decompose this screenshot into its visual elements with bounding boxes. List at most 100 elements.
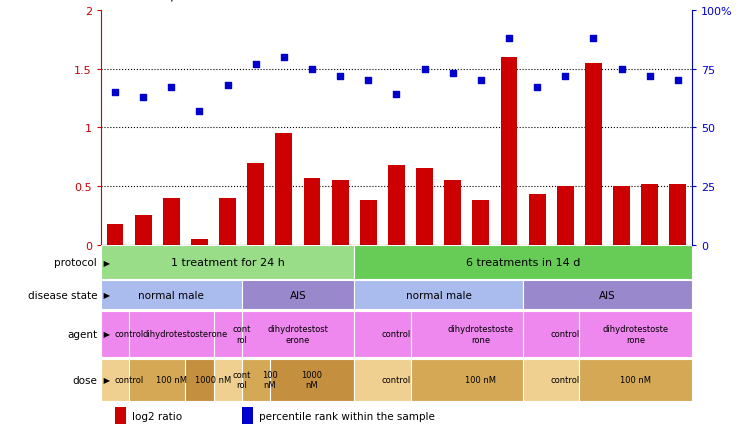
Bar — [270, 359, 355, 401]
Point — [503, 36, 515, 43]
Bar — [641, 184, 658, 245]
Bar — [523, 359, 607, 401]
Text: control: control — [551, 375, 580, 384]
Bar — [580, 311, 692, 357]
Bar — [242, 407, 253, 424]
Point — [194, 108, 206, 115]
Bar — [101, 359, 157, 401]
Bar — [213, 311, 270, 357]
Text: 1000 nM: 1000 nM — [195, 375, 232, 384]
Text: dihydrotestosterone: dihydrotestosterone — [143, 330, 228, 339]
Point — [250, 61, 262, 68]
Text: normal male: normal male — [405, 290, 471, 300]
Bar — [219, 198, 236, 245]
Text: dihydrotestoste
rone: dihydrotestoste rone — [603, 325, 669, 344]
Text: 100
nM: 100 nM — [262, 370, 278, 389]
Text: AIS: AIS — [289, 290, 307, 300]
Bar — [242, 280, 355, 310]
Point — [560, 73, 571, 80]
Point — [221, 82, 233, 89]
Point — [334, 73, 346, 80]
Text: 1000
nM: 1000 nM — [301, 370, 322, 389]
Bar — [101, 246, 355, 279]
Text: dihydrotestoste
rone: dihydrotestoste rone — [448, 325, 514, 344]
Point — [109, 89, 121, 96]
Text: 100 nM: 100 nM — [620, 375, 651, 384]
Point — [419, 66, 431, 73]
Bar — [135, 216, 152, 245]
Text: agent: agent — [67, 329, 97, 339]
Bar — [355, 359, 438, 401]
Text: 6 treatments in 14 d: 6 treatments in 14 d — [466, 258, 580, 267]
Point — [278, 54, 290, 61]
Point — [390, 92, 402, 99]
Bar — [669, 184, 686, 245]
Text: ▶: ▶ — [101, 375, 110, 384]
Text: disease state: disease state — [28, 290, 97, 300]
Text: control: control — [381, 330, 411, 339]
Bar — [388, 165, 405, 245]
Bar — [523, 311, 607, 357]
Text: ▶: ▶ — [101, 330, 110, 339]
Text: control: control — [114, 330, 144, 339]
Text: 1 treatment for 24 h: 1 treatment for 24 h — [171, 258, 284, 267]
Bar — [107, 224, 123, 245]
Text: cont
rol: cont rol — [233, 370, 251, 389]
Point — [531, 85, 543, 92]
Text: protocol: protocol — [55, 258, 97, 267]
Bar — [500, 58, 518, 245]
Point — [137, 94, 149, 101]
Bar — [416, 169, 433, 245]
Bar — [411, 311, 551, 357]
Bar — [580, 359, 692, 401]
Text: control: control — [381, 375, 411, 384]
Text: control: control — [114, 375, 144, 384]
Text: ▶: ▶ — [101, 291, 110, 299]
Text: log2 ratio: log2 ratio — [132, 411, 182, 421]
Bar — [101, 311, 157, 357]
Bar — [213, 359, 270, 401]
Text: control: control — [551, 330, 580, 339]
Text: cont
rol: cont rol — [233, 325, 251, 344]
Bar — [557, 187, 574, 245]
Bar — [163, 198, 180, 245]
Bar — [115, 407, 126, 424]
Bar — [411, 359, 551, 401]
Bar — [355, 280, 523, 310]
Point — [165, 85, 177, 92]
Bar — [304, 178, 320, 245]
Bar — [242, 311, 355, 357]
Bar — [473, 201, 489, 245]
Bar — [101, 280, 242, 310]
Bar — [613, 187, 630, 245]
Text: dihydrotestost
erone: dihydrotestost erone — [268, 325, 328, 344]
Bar — [444, 181, 462, 245]
Bar — [275, 134, 292, 245]
Point — [475, 78, 487, 85]
Text: dose: dose — [73, 375, 97, 385]
Text: ▶: ▶ — [101, 258, 110, 267]
Point — [672, 78, 684, 85]
Bar — [355, 311, 438, 357]
Bar — [585, 63, 602, 245]
Bar — [191, 240, 208, 245]
Bar — [186, 359, 242, 401]
Text: 100 nM: 100 nM — [465, 375, 497, 384]
Point — [616, 66, 628, 73]
Point — [306, 66, 318, 73]
Bar — [242, 359, 298, 401]
Bar — [331, 181, 349, 245]
Point — [644, 73, 656, 80]
Text: AIS: AIS — [599, 290, 616, 300]
Bar — [360, 201, 377, 245]
Text: GDS1836 / 26165: GDS1836 / 26165 — [101, 0, 224, 2]
Bar — [248, 163, 264, 245]
Text: 100 nM: 100 nM — [156, 375, 187, 384]
Text: normal male: normal male — [138, 290, 204, 300]
Bar — [129, 311, 242, 357]
Point — [587, 36, 599, 43]
Point — [362, 78, 374, 85]
Bar — [355, 246, 692, 279]
Bar — [529, 195, 545, 245]
Text: percentile rank within the sample: percentile rank within the sample — [259, 411, 435, 421]
